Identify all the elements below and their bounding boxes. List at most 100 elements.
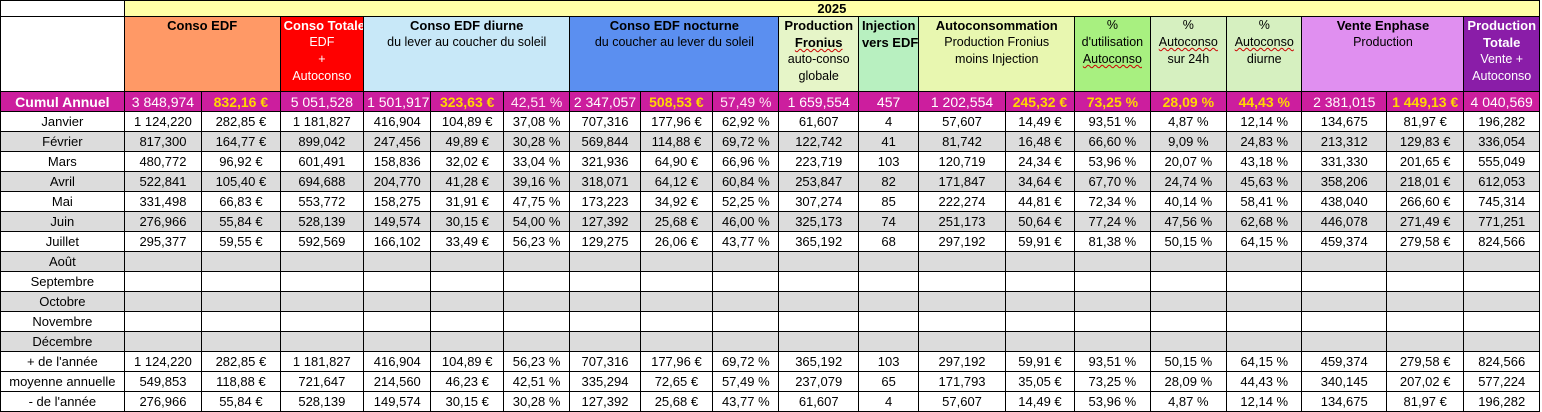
data-cell[interactable]	[502, 291, 571, 312]
data-cell[interactable]: 30,15 €	[430, 211, 504, 232]
data-cell[interactable]: 416,904	[363, 351, 432, 372]
data-cell[interactable]: 35,05 €	[1004, 371, 1076, 392]
data-cell[interactable]	[363, 291, 432, 312]
data-cell[interactable]: 41,28 €	[430, 171, 504, 192]
header-conso-diurne[interactable]: Conso EDF diurne du lever au coucher du …	[363, 16, 571, 92]
data-cell[interactable]	[1004, 251, 1076, 272]
data-cell[interactable]: 129,83 €	[1385, 131, 1465, 152]
data-cell[interactable]	[1074, 271, 1151, 292]
data-cell[interactable]: 127,392	[569, 211, 641, 232]
header-conso-edf[interactable]: Conso EDF	[123, 16, 281, 92]
data-cell[interactable]	[1004, 331, 1076, 352]
data-cell[interactable]: 1 181,827	[279, 111, 365, 132]
data-cell[interactable]: 522,841	[123, 171, 203, 192]
data-cell[interactable]: 81,97 €	[1385, 391, 1465, 412]
data-cell[interactable]: 177,96 €	[639, 111, 714, 132]
data-cell[interactable]: 25,68 €	[639, 391, 714, 412]
data-cell[interactable]: 105,40 €	[201, 171, 281, 192]
data-cell[interactable]: 118,88 €	[201, 371, 281, 392]
row-label-cell[interactable]: Juin	[0, 211, 125, 232]
data-cell[interactable]: 721,647	[279, 371, 365, 392]
data-cell[interactable]	[918, 311, 1006, 332]
data-cell[interactable]: 340,145	[1301, 371, 1387, 392]
data-cell[interactable]	[363, 271, 432, 292]
data-cell[interactable]	[1004, 271, 1076, 292]
data-cell[interactable]	[857, 311, 920, 332]
data-cell[interactable]	[569, 291, 641, 312]
data-cell[interactable]	[918, 291, 1006, 312]
data-cell[interactable]: 276,966	[123, 211, 203, 232]
data-cell[interactable]: 279,58 €	[1385, 351, 1465, 372]
data-cell[interactable]: 318,071	[569, 171, 641, 192]
data-cell[interactable]: 42,51 %	[502, 371, 571, 392]
data-cell[interactable]: 612,053	[1463, 171, 1540, 192]
data-cell[interactable]: 82	[857, 171, 920, 192]
data-cell[interactable]: 93,51 %	[1074, 351, 1151, 372]
data-cell[interactable]: 166,102	[363, 231, 432, 252]
row-label-cell[interactable]: Novembre	[0, 311, 125, 332]
data-cell[interactable]	[363, 311, 432, 332]
data-cell[interactable]: 171,847	[918, 171, 1006, 192]
data-cell[interactable]	[430, 291, 504, 312]
data-cell[interactable]: 4 040,569	[1463, 91, 1540, 112]
data-cell[interactable]: 771,251	[1463, 211, 1540, 232]
data-cell[interactable]: 64,90 €	[639, 151, 714, 172]
data-cell[interactable]: 62,92 %	[712, 111, 780, 132]
data-cell[interactable]: 54,00 %	[502, 211, 571, 232]
data-cell[interactable]: 57,49 %	[712, 91, 780, 112]
data-cell[interactable]: 336,054	[1463, 131, 1540, 152]
data-cell[interactable]: 569,844	[569, 131, 641, 152]
data-cell[interactable]: 253,847	[778, 171, 859, 192]
data-cell[interactable]: 1 501,917	[363, 91, 432, 112]
data-cell[interactable]: 1 449,13 €	[1385, 91, 1465, 112]
data-cell[interactable]: 459,374	[1301, 231, 1387, 252]
data-cell[interactable]: 93,51 %	[1074, 111, 1151, 132]
data-cell[interactable]	[1074, 311, 1151, 332]
data-cell[interactable]: 81,97 €	[1385, 111, 1465, 132]
data-cell[interactable]: 64,15 %	[1226, 351, 1303, 372]
data-cell[interactable]: 438,040	[1301, 191, 1387, 212]
data-cell[interactable]: 528,139	[279, 391, 365, 412]
data-cell[interactable]: 4	[857, 111, 920, 132]
data-cell[interactable]: 207,02 €	[1385, 371, 1465, 392]
data-cell[interactable]: 295,377	[123, 231, 203, 252]
data-cell[interactable]: 62,68 %	[1226, 211, 1303, 232]
data-cell[interactable]: 817,300	[123, 131, 203, 152]
row-label-cell[interactable]: Août	[0, 251, 125, 272]
data-cell[interactable]	[201, 271, 281, 292]
data-cell[interactable]	[201, 251, 281, 272]
data-cell[interactable]	[712, 251, 780, 272]
data-cell[interactable]	[502, 271, 571, 292]
data-cell[interactable]: 43,18 %	[1226, 151, 1303, 172]
data-cell[interactable]: 694,688	[279, 171, 365, 192]
data-cell[interactable]: 3 848,974	[123, 91, 203, 112]
data-cell[interactable]	[430, 331, 504, 352]
data-cell[interactable]	[1385, 311, 1465, 332]
data-cell[interactable]	[279, 291, 365, 312]
data-cell[interactable]: 103	[857, 151, 920, 172]
data-cell[interactable]: 49,89 €	[430, 131, 504, 152]
data-cell[interactable]: 553,772	[279, 191, 365, 212]
data-cell[interactable]	[1301, 331, 1387, 352]
data-cell[interactable]: 416,904	[363, 111, 432, 132]
data-cell[interactable]: 68	[857, 231, 920, 252]
data-cell[interactable]: 30,15 €	[430, 391, 504, 412]
data-cell[interactable]	[279, 251, 365, 272]
data-cell[interactable]: 60,84 %	[712, 171, 780, 192]
data-cell[interactable]: 201,65 €	[1385, 151, 1465, 172]
data-cell[interactable]: 58,41 %	[1226, 191, 1303, 212]
data-cell[interactable]: 120,719	[918, 151, 1006, 172]
data-cell[interactable]	[569, 271, 641, 292]
header-pct-24h[interactable]: % Autoconso sur 24h	[1149, 16, 1228, 92]
data-cell[interactable]: 134,675	[1301, 391, 1387, 412]
data-cell[interactable]: 61,607	[778, 111, 859, 132]
data-cell[interactable]: 57,49 %	[712, 371, 780, 392]
data-cell[interactable]: 214,560	[363, 371, 432, 392]
row-label-cell[interactable]: - de l'année	[0, 391, 125, 412]
data-cell[interactable]: 37,08 %	[502, 111, 571, 132]
data-cell[interactable]: 30,28 %	[502, 131, 571, 152]
data-cell[interactable]: 134,675	[1301, 111, 1387, 132]
data-cell[interactable]: 69,72 %	[712, 351, 780, 372]
data-cell[interactable]: 57,607	[918, 391, 1006, 412]
data-cell[interactable]	[502, 311, 571, 332]
